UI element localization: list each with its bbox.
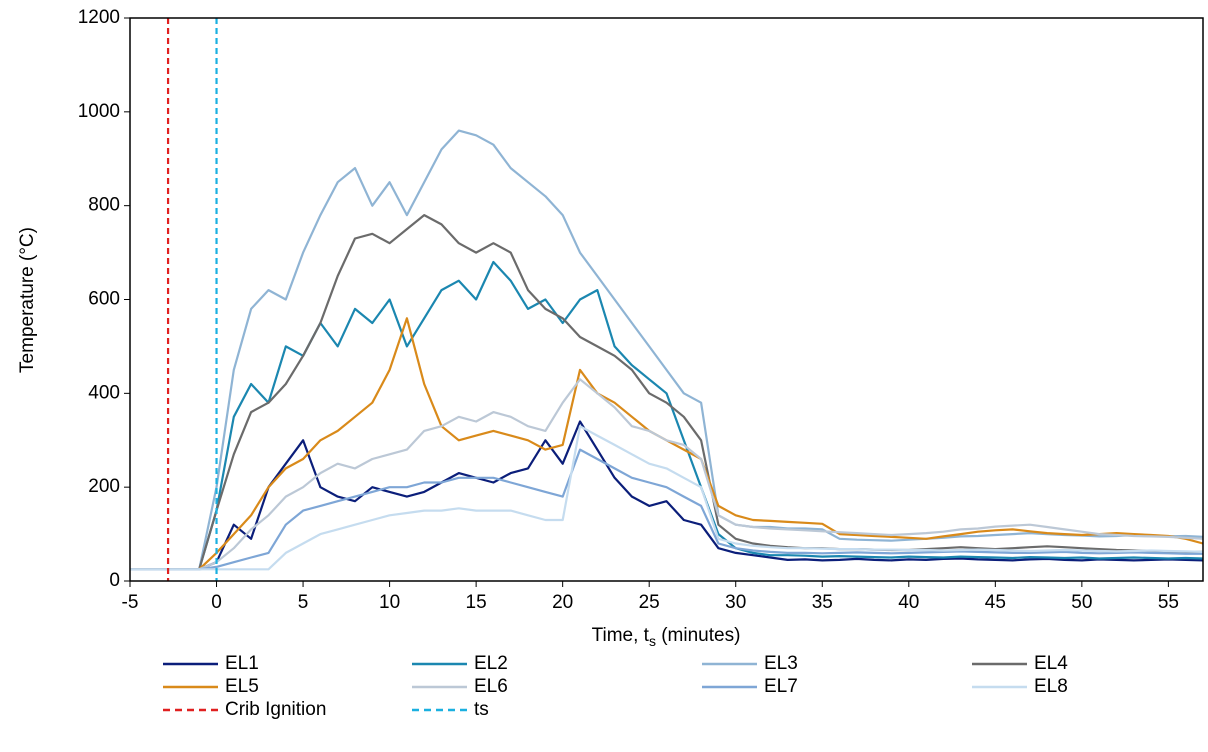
x-label-part: (minutes) — [656, 625, 740, 646]
x-tick-label: 25 — [639, 592, 660, 613]
series-line — [130, 420, 1204, 571]
legend-label: EL4 — [1034, 653, 1068, 674]
series-line — [130, 129, 1204, 571]
series-line — [130, 378, 1204, 571]
legend-label: Crib Ignition — [225, 699, 326, 720]
y-tick-label: 0 — [109, 570, 120, 591]
y-tick-label: 1000 — [78, 101, 120, 122]
legend-label: EL5 — [225, 676, 259, 697]
legend-label: EL8 — [1034, 676, 1068, 697]
legend-label: ts — [474, 699, 489, 720]
series-line — [130, 317, 1204, 571]
legend-label: EL6 — [474, 676, 508, 697]
x-tick-label: 50 — [1071, 592, 1092, 613]
y-tick-label: 400 — [88, 382, 120, 403]
y-tick-label: 200 — [88, 476, 120, 497]
x-axis-label: Time, ts (minutes) — [592, 625, 741, 649]
y-tick-label: 1200 — [78, 7, 120, 28]
x-tick-label: 30 — [725, 592, 746, 613]
x-tick-label: 20 — [552, 592, 573, 613]
plot-frame — [129, 17, 1204, 582]
legend-label: EL3 — [764, 653, 798, 674]
legend-label: EL2 — [474, 653, 508, 674]
x-tick-label: 45 — [985, 592, 1006, 613]
y-tick-label: 800 — [88, 195, 120, 216]
x-label-part: Time, t — [592, 625, 650, 646]
x-tick-label: 55 — [1158, 592, 1179, 613]
x-tick-label: 35 — [812, 592, 833, 613]
legend-label: EL1 — [225, 653, 259, 674]
x-tick-label: 40 — [898, 592, 919, 613]
series-line — [130, 425, 1204, 571]
x-tick-label: 15 — [466, 592, 487, 613]
y-axis-label: Temperature (°C) — [17, 227, 38, 373]
x-tick-label: 10 — [379, 592, 400, 613]
x-label-sub: s — [649, 633, 656, 649]
x-tick-label: 5 — [298, 592, 309, 613]
series-line — [130, 448, 1203, 571]
legend-label: EL7 — [764, 676, 798, 697]
series-line — [130, 214, 1203, 571]
y-tick-label: 600 — [88, 289, 120, 310]
series-line — [130, 260, 1204, 571]
x-tick-label: 0 — [211, 592, 222, 613]
x-tick-label: -5 — [122, 592, 139, 613]
